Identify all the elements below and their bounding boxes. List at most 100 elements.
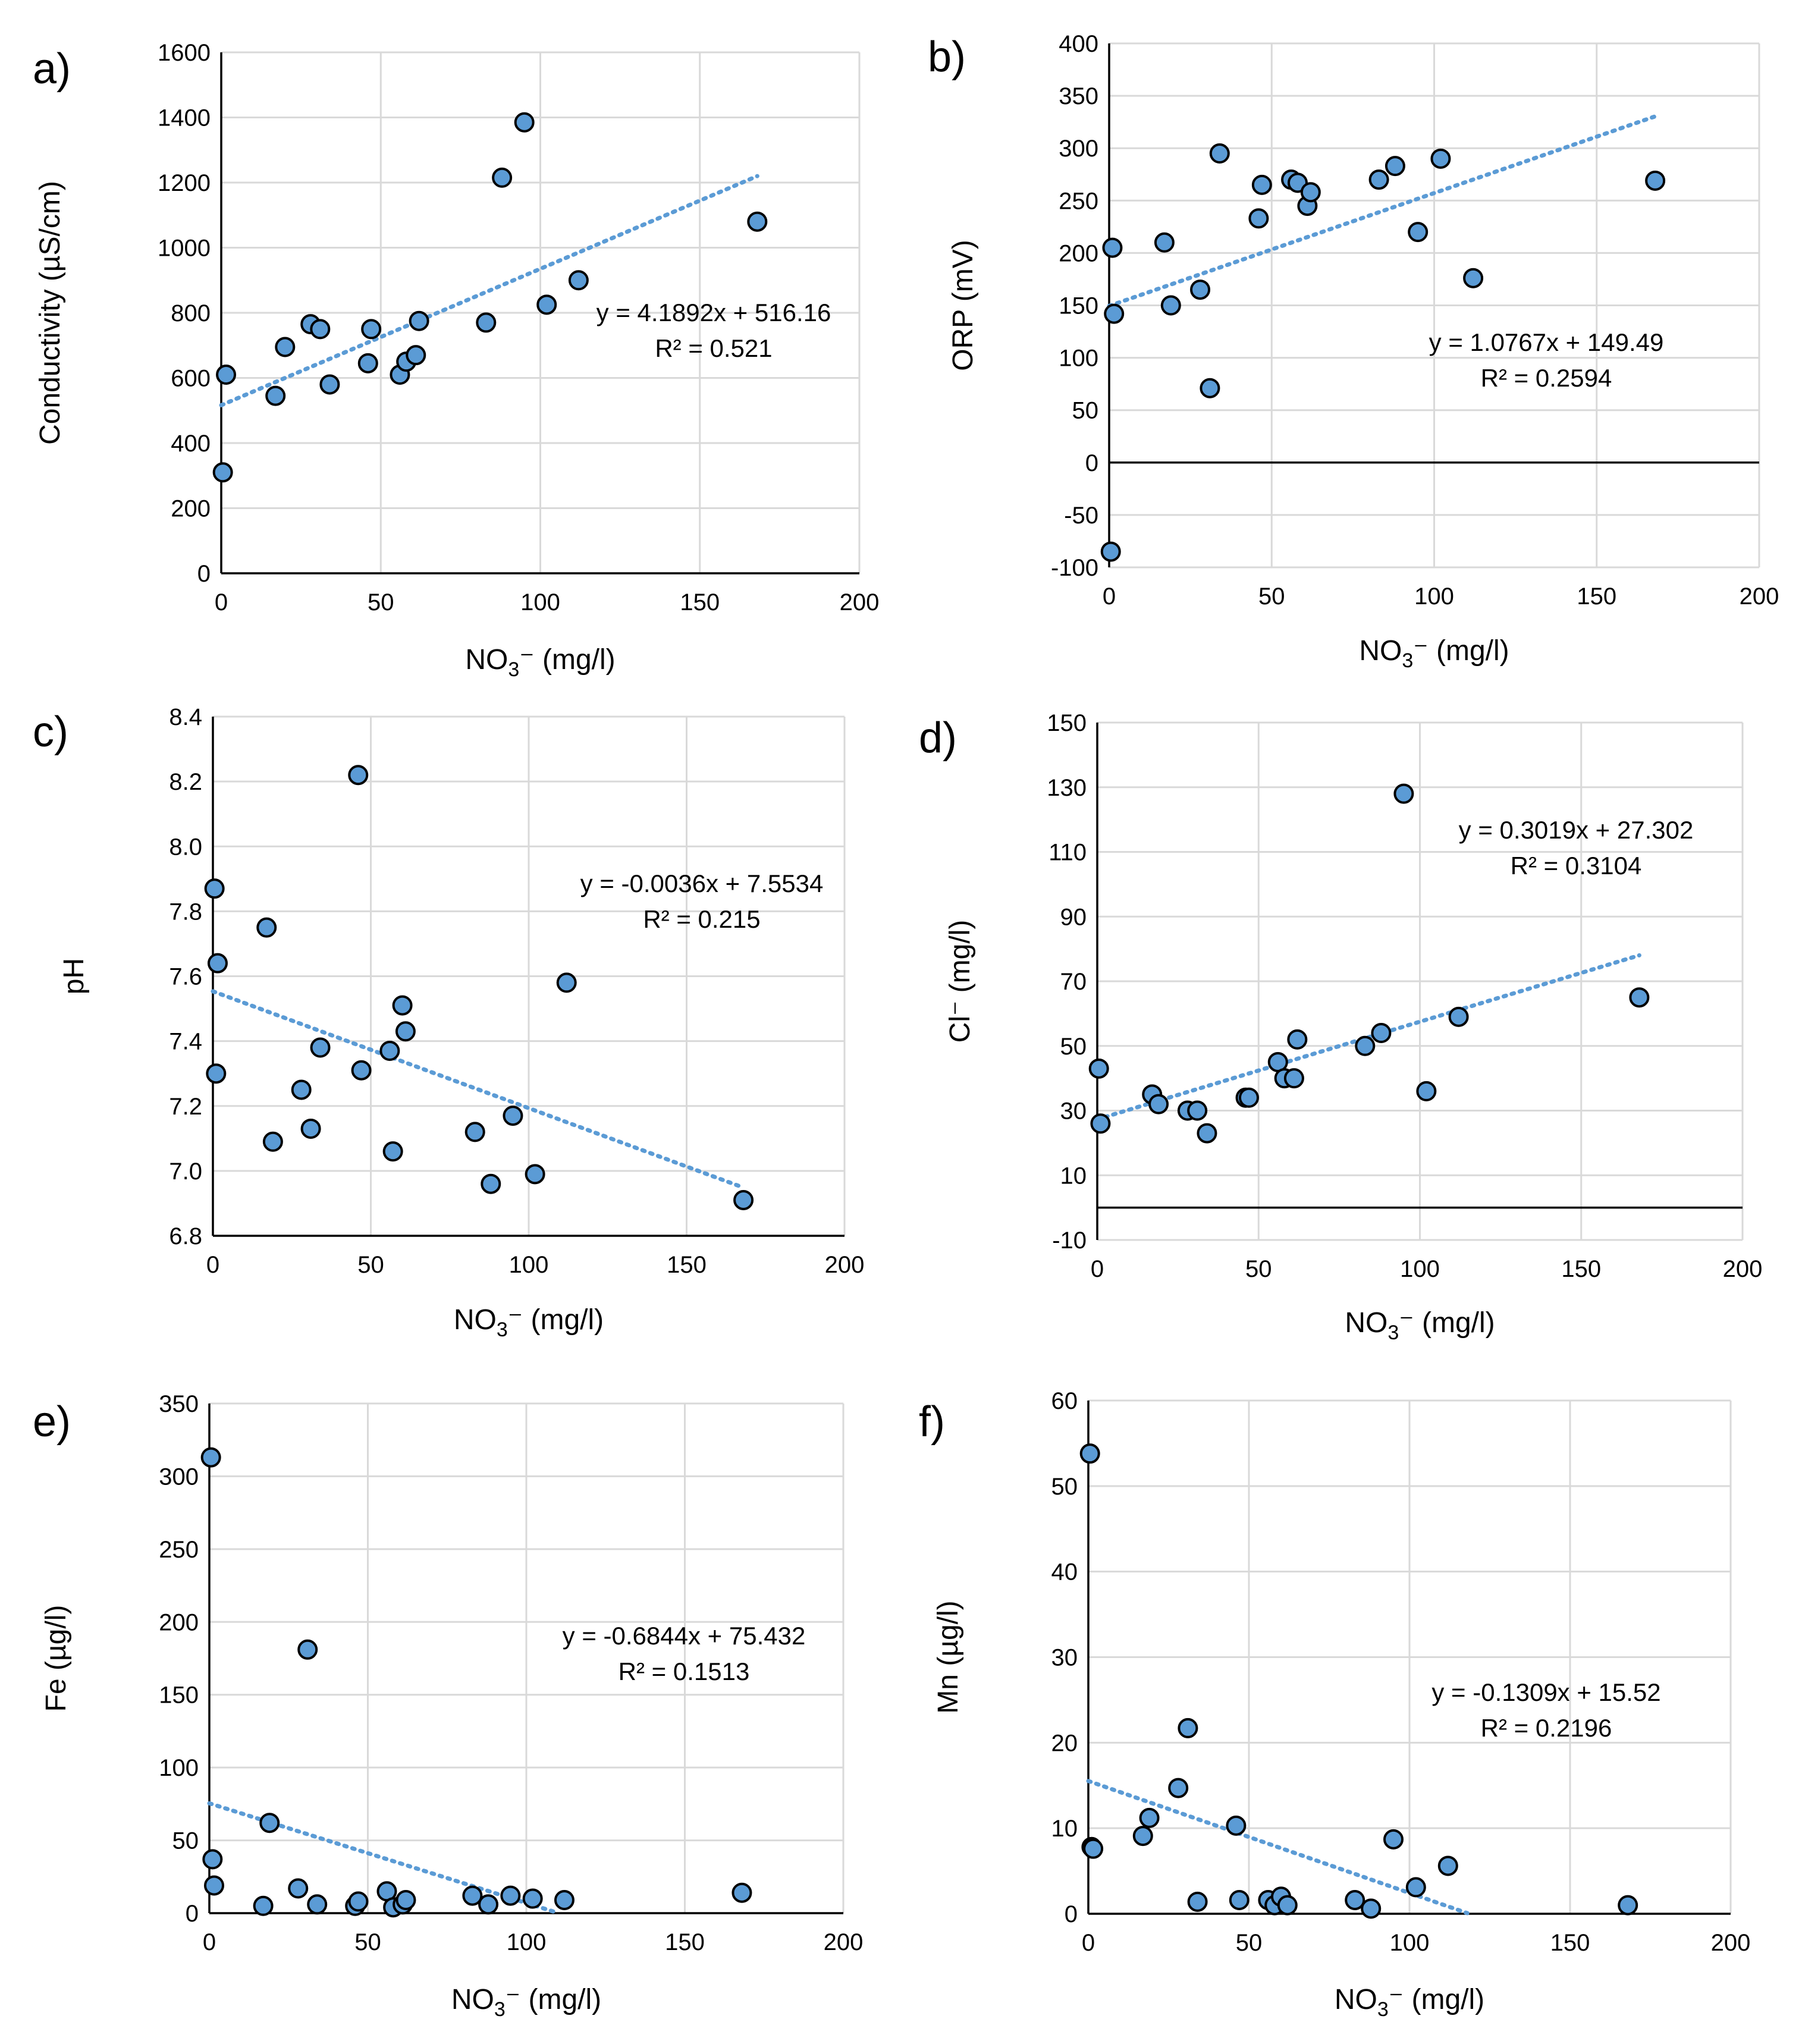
x-axis-title-subscript: 3 [508, 658, 519, 681]
data-point [1618, 1895, 1638, 1916]
data-point [481, 1173, 501, 1194]
x-axis-title-subscript: 3 [494, 1998, 506, 2021]
y-axis-title: Cl⁻ (mg/l) [944, 920, 976, 1043]
regression-equation: y = 4.1892x + 516.16 [597, 299, 831, 326]
x-tick-label: 50 [1258, 583, 1285, 610]
y-tick-label: 300 [1059, 136, 1098, 162]
x-tick-label: 150 [1577, 583, 1616, 610]
data-point [357, 353, 378, 373]
y-tick-label: 10 [1051, 1816, 1078, 1842]
data-point [395, 1021, 416, 1042]
x-tick-label: 200 [1711, 1930, 1751, 1956]
data-point [348, 1891, 369, 1912]
data-point [256, 917, 277, 938]
y-tick-label: 130 [1047, 775, 1087, 801]
y-axis-title: Conductivity (µS/cm) [34, 181, 66, 445]
y-tick-label: 50 [1060, 1034, 1087, 1060]
data-point [732, 1882, 752, 1903]
x-axis-title-subscript: 3 [1402, 649, 1413, 672]
data-point [476, 312, 497, 333]
data-point [395, 1889, 416, 1910]
y-tick-label: 60 [1051, 1388, 1078, 1414]
y-tick-label: 30 [1051, 1645, 1078, 1671]
x-tick-label: 50 [357, 1252, 384, 1278]
x-tick-label: 100 [507, 1929, 547, 1955]
data-point [492, 167, 513, 188]
data-point [253, 1895, 274, 1916]
y-tick-label: 800 [171, 300, 211, 326]
data-point [262, 1131, 283, 1152]
x-tick-label: 150 [667, 1252, 707, 1278]
y-tick-label: 150 [159, 1682, 199, 1709]
y-tick-label: 70 [1060, 969, 1087, 995]
y-axis-title: Fe (µg/l) [40, 1605, 72, 1712]
x-axis-title-rest: ⁻ (mg/l) [519, 644, 615, 676]
x-axis-title-rest: ⁻ (mg/l) [1413, 635, 1509, 667]
y-tick-label: 30 [1060, 1098, 1087, 1125]
data-point [536, 294, 557, 315]
x-tick-label: 200 [840, 589, 880, 616]
data-point [747, 211, 768, 232]
y-tick-label: 8.4 [169, 704, 202, 730]
data-point [568, 270, 589, 291]
y-tick-label: 100 [1059, 346, 1098, 372]
data-point [1104, 303, 1125, 324]
y-tick-label: 0 [1085, 450, 1098, 476]
trendline [219, 174, 759, 407]
x-tick-label: 200 [1740, 583, 1779, 610]
data-point [1187, 1100, 1208, 1121]
data-point [319, 374, 340, 395]
data-point [200, 1447, 221, 1468]
data-point [1248, 208, 1269, 229]
data-point [1463, 268, 1484, 288]
y-tick-label: 0 [197, 561, 211, 587]
chart-panel: 0 10 20 30 40 50 60 0 50 100 150 200 NO3⁻ (mg/l) Mn (… [919, 1388, 1750, 2021]
chart-panel: 6.8 7.0 7.2 7.4 7.6 7.8 8.0 8.2 8.4 0 50 100 150 200 N… [33, 704, 864, 1341]
x-tick-label: 150 [1550, 1930, 1590, 1956]
data-point [307, 1894, 328, 1915]
x-tick-label: 100 [520, 589, 560, 616]
data-point [556, 972, 577, 993]
data-point [1226, 1815, 1247, 1836]
data-point [1197, 1123, 1217, 1144]
x-tick-label: 200 [824, 1929, 864, 1955]
x-tick-label: 50 [368, 589, 394, 616]
r-squared-label: R² = 0.2196 [1481, 1714, 1612, 1742]
data-point [1300, 182, 1321, 203]
data-point [361, 319, 382, 340]
data-point [275, 337, 296, 357]
data-point [525, 1164, 545, 1185]
x-tick-label: 100 [1390, 1930, 1430, 1956]
y-axis-title: ORP (mV) [947, 240, 979, 371]
x-axis-title-base: NO [454, 1304, 497, 1336]
data-point [500, 1885, 521, 1906]
regression-equation: y = -0.1309x + 15.52 [1431, 1678, 1660, 1706]
data-point [1090, 1113, 1111, 1134]
data-point [1200, 378, 1220, 398]
data-point [265, 385, 286, 406]
data-point [348, 765, 369, 786]
data-point [297, 1639, 318, 1660]
data-point [1178, 1718, 1198, 1738]
data-point [1187, 1891, 1208, 1912]
data-point [351, 1060, 372, 1081]
x-axis-title-base: NO [1359, 635, 1402, 667]
data-point [733, 1189, 754, 1210]
y-tick-label: 200 [1059, 240, 1098, 266]
y-tick-label: 7.4 [169, 1029, 202, 1055]
y-tick-label: 150 [1059, 293, 1098, 319]
x-tick-label: 150 [1561, 1256, 1601, 1282]
y-tick-label: 250 [159, 1537, 199, 1563]
data-point [1283, 1068, 1304, 1089]
y-tick-label: 6.8 [169, 1223, 202, 1249]
x-axis-title-subscript: 3 [497, 1318, 508, 1341]
r-squared-label: R² = 0.1513 [619, 1657, 750, 1685]
data-point [1160, 295, 1181, 316]
trendline [1107, 114, 1657, 308]
x-tick-label: 50 [1245, 1256, 1272, 1282]
data-point [1190, 280, 1211, 300]
y-axis-title: Mn (µg/l) [933, 1600, 964, 1713]
r-squared-label: R² = 0.2594 [1481, 364, 1612, 392]
data-point [203, 1875, 224, 1896]
